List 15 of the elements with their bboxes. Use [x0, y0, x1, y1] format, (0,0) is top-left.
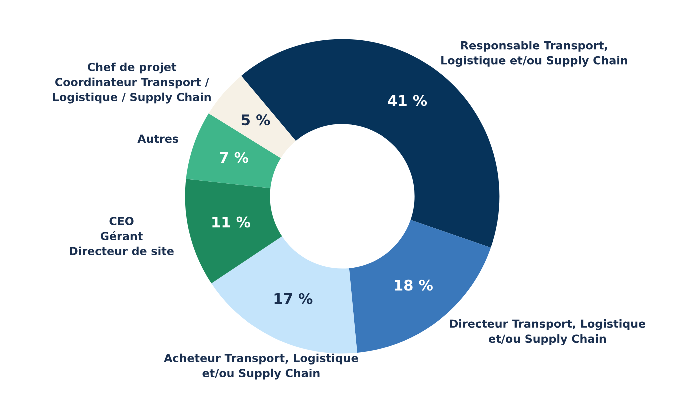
data-label: 11 % [212, 216, 251, 228]
donut-slice [212, 236, 358, 354]
slice-label: Autres [138, 134, 179, 144]
slice-label: Directeur Transport, Logistique et/ou Supply Chain [450, 319, 646, 346]
slice-label: Acheteur Transport, Logistique et/ou Supply Chain [164, 354, 358, 380]
donut-slice [186, 114, 282, 188]
data-label: 7 % [220, 152, 249, 164]
donut-slice [185, 179, 282, 284]
slice-label: CEO Gérant Directeur de site [70, 217, 174, 256]
data-label: 18 % [395, 280, 433, 291]
slice-label: Responsable Transport, Logistique et/ou Supply Chain [442, 41, 628, 67]
data-label: 17 % [274, 293, 313, 304]
data-label: 5 % [242, 114, 270, 126]
slice-label: Chef de projet Coordinateur Transport / Logistique / Supply Chain [53, 62, 211, 104]
data-label: 41 % [388, 95, 428, 106]
